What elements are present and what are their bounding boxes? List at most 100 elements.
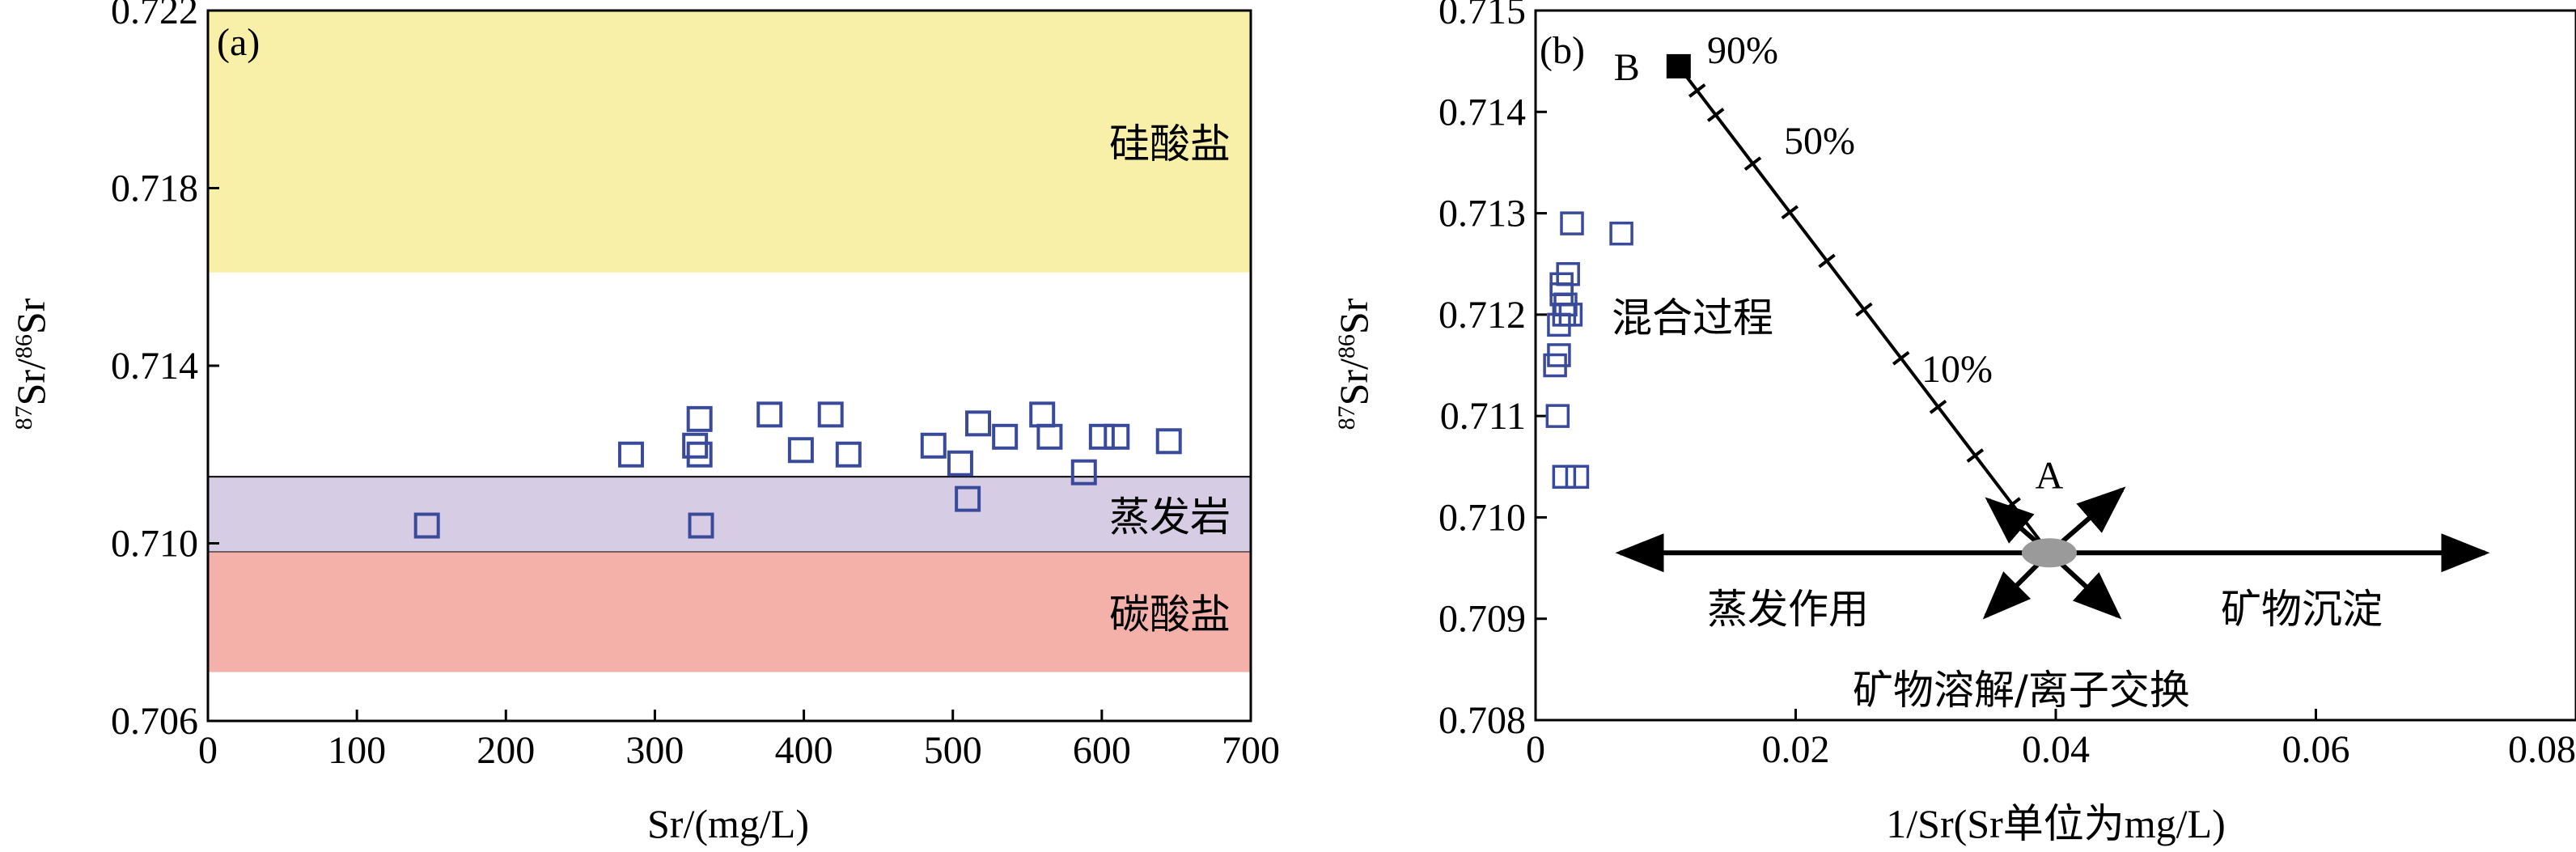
- data-point: [992, 423, 1019, 450]
- x-tick-label: 0: [1526, 728, 1545, 771]
- mixing-tick: [1781, 205, 1799, 220]
- data-point: [1565, 464, 1590, 490]
- panel-b-y-iso1: 87: [1333, 405, 1360, 430]
- panel-a-y-el1: Sr/: [8, 358, 53, 405]
- data-point: [835, 441, 862, 468]
- band-evaporite: [207, 476, 1252, 553]
- mixing-tick: [2003, 497, 2021, 512]
- y-tick-label: 0.708: [1438, 699, 1526, 742]
- mixing-tick: [1892, 350, 1910, 366]
- y-tick-label: 0.715: [1438, 0, 1526, 32]
- x-tick-label: 0.04: [2022, 728, 2090, 771]
- process-label-mixing: 混合过程: [1612, 295, 1773, 341]
- panel-b-x-axis: 0 0.02 0.04 0.06 0.08: [1526, 709, 2576, 771]
- y-tick-label: 0.714: [1438, 91, 1526, 134]
- panel-a-y-iso2: 86: [11, 334, 37, 358]
- data-point: [817, 401, 844, 428]
- x-tick-label: 0.08: [2508, 728, 2576, 771]
- data-point: [1545, 404, 1570, 428]
- end-member-a-marker: [2021, 538, 2077, 568]
- panel-a-x-axis-title: Sr/(mg/L): [647, 801, 809, 846]
- panel-a-points: [413, 401, 1182, 539]
- x-tick-label: 0: [198, 729, 218, 772]
- y-tick-label: 0.711: [1440, 395, 1526, 438]
- panel-a-x-axis: 0 100 200 300 400 500 600 700: [198, 710, 1280, 772]
- mixing-tick: [1818, 253, 1836, 269]
- panel-a-y-axis-title: 87Sr/86Sr: [8, 298, 53, 430]
- mixing-tick: [1706, 108, 1725, 122]
- data-point: [1036, 423, 1063, 450]
- data-point: [920, 432, 947, 459]
- panel-b-plot-frame: [1534, 9, 2576, 722]
- data-point: [1070, 459, 1097, 485]
- mixing-tick: [1855, 302, 1873, 317]
- data-point: [1155, 428, 1182, 455]
- data-point: [965, 410, 992, 437]
- data-point: [756, 401, 783, 428]
- mixing-label-50: 50%: [1784, 120, 1855, 163]
- data-point: [617, 441, 644, 468]
- panel-b-y-axis: 0.708 0.709 0.710 0.711 0.712 0.713 0.714 0.715: [1438, 0, 1547, 742]
- x-tick-label: 0.06: [2282, 728, 2350, 771]
- y-tick-label: 0.713: [1438, 193, 1526, 235]
- mixing-tick: [1966, 448, 1985, 463]
- mixing-tick: [1743, 156, 1762, 172]
- y-tick-label: 0.709: [1438, 598, 1526, 641]
- end-member-b-label: B: [1614, 46, 1640, 89]
- panel-b-arrows: [1615, 486, 2490, 620]
- panel-a-y-el2: Sr: [8, 298, 53, 334]
- panel-b-y-axis-title: 87Sr/86Sr: [1331, 298, 1376, 430]
- end-member-a-label: A: [2036, 454, 2064, 497]
- panel-b-y-iso2: 86: [1333, 334, 1360, 358]
- process-label-evaporation: 蒸发作用: [1707, 586, 1869, 633]
- panel-b-points: [1543, 211, 1633, 490]
- y-tick-label: 0.722: [111, 0, 198, 32]
- panel-b: 0 0.02 0.04 0.06 0.08 0.7080.7090.7100.7110.…: [1331, 0, 2576, 846]
- y-tick-label: 0.714: [111, 345, 198, 388]
- data-point: [682, 432, 709, 459]
- band-label-carbonate: 碳酸盐: [1109, 591, 1231, 638]
- data-point: [1552, 464, 1577, 490]
- data-point: [1547, 343, 1571, 367]
- data-point: [955, 485, 981, 512]
- data-point: [686, 405, 713, 432]
- y-tick-label: 0.718: [111, 167, 198, 210]
- x-tick-label: 400: [775, 729, 833, 772]
- data-point: [1558, 303, 1583, 327]
- data-point: [1029, 401, 1056, 428]
- panel-b-y-el1: Sr/: [1331, 358, 1376, 405]
- band-carbonate: [208, 552, 1251, 672]
- data-point: [787, 437, 814, 464]
- x-tick-label: 700: [1222, 729, 1280, 772]
- band-label-evaporite: 蒸发岩: [1109, 494, 1231, 540]
- x-tick-label: 300: [625, 729, 684, 772]
- mixing-label-10: 10%: [1921, 348, 1993, 391]
- band-silicate: [208, 11, 1251, 273]
- data-point: [947, 450, 973, 477]
- mixing-tick: [1688, 83, 1706, 98]
- y-tick-label: 0.706: [111, 700, 198, 743]
- data-point: [688, 512, 714, 539]
- data-point: [686, 441, 713, 468]
- panel-a-y-iso1: 87: [11, 405, 37, 430]
- panel-b-x-axis-title: 1/Sr(Sr单位为mg/L): [1886, 801, 2225, 846]
- panel-a-y-axis: 0.706 0.710 0.714 0.718 0.722: [111, 0, 219, 743]
- panel-b-label: (b): [1540, 29, 1585, 72]
- end-member-b-marker: [1666, 53, 1691, 78]
- process-label-dissolution: 矿物溶解/离子交换: [1853, 667, 2190, 714]
- x-tick-label: 0.02: [1762, 728, 1830, 771]
- mixing-label-90: 90%: [1707, 29, 1778, 72]
- data-point: [1609, 221, 1633, 246]
- process-label-precipitation: 矿物沉淀: [2221, 586, 2383, 633]
- panel-a-label: (a): [217, 21, 260, 64]
- x-tick-label: 200: [477, 729, 535, 772]
- panel-a-bands: [207, 11, 1252, 672]
- x-tick-label: 500: [924, 729, 982, 772]
- data-point: [413, 512, 440, 539]
- data-point: [1088, 423, 1115, 450]
- band-label-silicate: 硅酸盐: [1109, 121, 1231, 167]
